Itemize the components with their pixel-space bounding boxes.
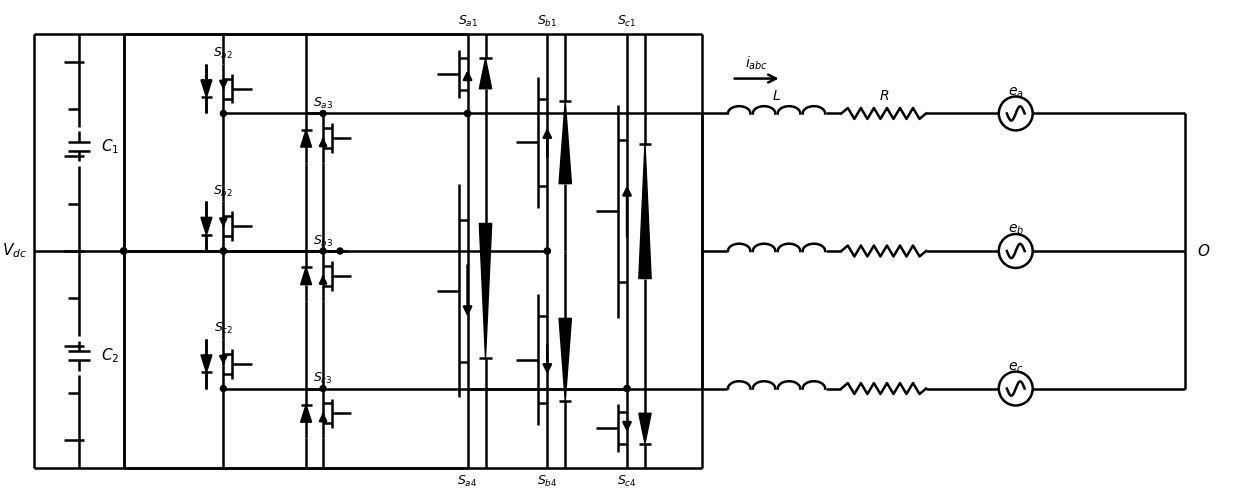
Circle shape	[120, 248, 126, 254]
Polygon shape	[300, 267, 311, 285]
Circle shape	[221, 248, 227, 254]
Circle shape	[544, 248, 551, 254]
Text: $C_2$: $C_2$	[100, 346, 119, 365]
Text: $S_{a4}$: $S_{a4}$	[458, 474, 477, 489]
Text: $S_{b3}$: $S_{b3}$	[312, 233, 334, 248]
Circle shape	[465, 111, 470, 117]
Text: $R$: $R$	[878, 89, 889, 103]
Text: $O$: $O$	[1197, 243, 1210, 259]
Text: $S_{c4}$: $S_{c4}$	[618, 474, 637, 489]
Polygon shape	[300, 130, 311, 147]
Text: $S_{a3}$: $S_{a3}$	[312, 96, 334, 111]
Circle shape	[624, 386, 630, 391]
Polygon shape	[201, 217, 212, 235]
Text: $e_b$: $e_b$	[1008, 223, 1024, 237]
Text: $C_1$: $C_1$	[100, 137, 119, 156]
Circle shape	[465, 111, 470, 117]
Text: $S_{b1}$: $S_{b1}$	[537, 14, 558, 29]
Text: $V_{dc}$: $V_{dc}$	[2, 241, 27, 261]
Polygon shape	[639, 144, 651, 279]
Polygon shape	[480, 223, 492, 358]
Circle shape	[221, 248, 227, 254]
Circle shape	[337, 248, 343, 254]
Circle shape	[544, 248, 551, 254]
Circle shape	[120, 248, 126, 254]
Text: $e_a$: $e_a$	[1008, 86, 1024, 100]
Text: $S_{b2}$: $S_{b2}$	[213, 184, 233, 199]
Text: $i_{abc}$: $i_{abc}$	[745, 55, 769, 72]
Text: $S_{a1}$: $S_{a1}$	[458, 14, 477, 29]
Text: $L$: $L$	[773, 89, 781, 103]
Text: $S_{a2}$: $S_{a2}$	[213, 46, 233, 61]
Circle shape	[624, 386, 630, 391]
Polygon shape	[559, 318, 572, 401]
Circle shape	[320, 386, 326, 391]
Circle shape	[120, 248, 126, 254]
Circle shape	[221, 111, 227, 117]
Polygon shape	[201, 355, 212, 372]
Circle shape	[221, 386, 227, 391]
Text: $S_{c2}$: $S_{c2}$	[213, 321, 233, 337]
Circle shape	[320, 111, 326, 117]
Polygon shape	[300, 405, 311, 422]
Text: $e_c$: $e_c$	[1008, 361, 1024, 375]
Text: $S_{b4}$: $S_{b4}$	[537, 474, 558, 489]
Circle shape	[320, 248, 326, 254]
Polygon shape	[559, 101, 572, 184]
Polygon shape	[201, 80, 212, 97]
Text: $S_{c3}$: $S_{c3}$	[314, 371, 332, 386]
Text: $S_{c1}$: $S_{c1}$	[618, 14, 637, 29]
Polygon shape	[480, 58, 492, 89]
Polygon shape	[639, 413, 651, 444]
